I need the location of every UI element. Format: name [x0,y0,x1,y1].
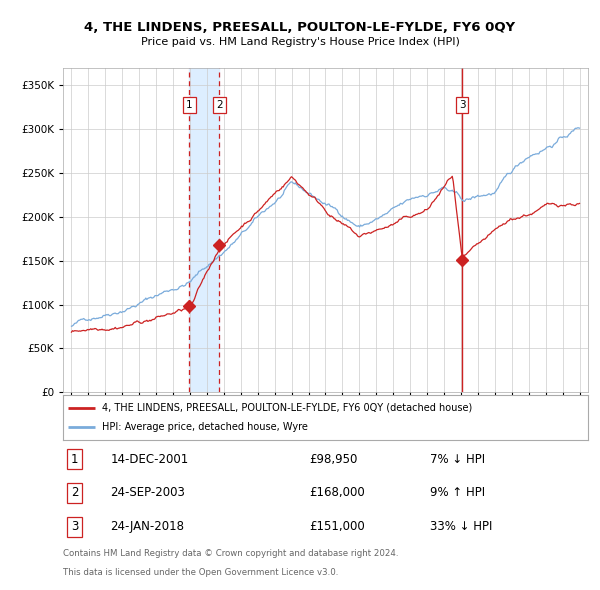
Text: 1: 1 [186,100,193,110]
Text: £151,000: £151,000 [310,520,365,533]
Text: 1: 1 [71,453,78,466]
Text: 3: 3 [71,520,78,533]
Text: £168,000: £168,000 [310,486,365,500]
Text: 24-SEP-2003: 24-SEP-2003 [110,486,185,500]
Bar [190,68,220,392]
Text: 2: 2 [71,486,78,500]
Text: 14-DEC-2001: 14-DEC-2001 [110,453,188,466]
Text: HPI: Average price, detached house, Wyre: HPI: Average price, detached house, Wyre [103,422,308,432]
Text: £98,950: £98,950 [310,453,358,466]
Text: This data is licensed under the Open Government Licence v3.0.: This data is licensed under the Open Gov… [63,568,338,577]
Text: 3: 3 [459,100,466,110]
Text: 7% ↓ HPI: 7% ↓ HPI [431,453,485,466]
Text: 9% ↑ HPI: 9% ↑ HPI [431,486,485,500]
Text: 2: 2 [216,100,223,110]
Text: 24-JAN-2018: 24-JAN-2018 [110,520,184,533]
Text: 33% ↓ HPI: 33% ↓ HPI [431,520,493,533]
Text: Contains HM Land Registry data © Crown copyright and database right 2024.: Contains HM Land Registry data © Crown c… [63,549,398,558]
Text: Price paid vs. HM Land Registry's House Price Index (HPI): Price paid vs. HM Land Registry's House … [140,37,460,47]
Text: 4, THE LINDENS, PREESALL, POULTON-LE-FYLDE, FY6 0QY: 4, THE LINDENS, PREESALL, POULTON-LE-FYL… [85,21,515,34]
Text: 4, THE LINDENS, PREESALL, POULTON-LE-FYLDE, FY6 0QY (detached house): 4, THE LINDENS, PREESALL, POULTON-LE-FYL… [103,403,473,412]
